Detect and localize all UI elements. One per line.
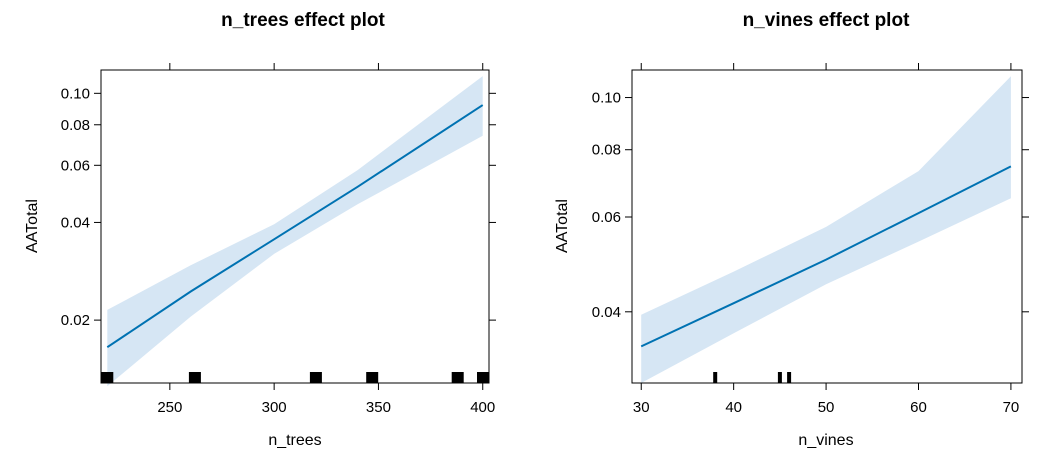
n-vines-fit-line (640, 165, 1012, 348)
n-trees-rug-mark (477, 372, 489, 383)
n-vines-rug-mark (787, 372, 792, 383)
n-vines-y-tick-label: 0.10 (592, 90, 621, 107)
n-trees-band-area (107, 76, 483, 387)
n-trees-rug-mark (366, 372, 379, 383)
n-trees-fit-line (106, 104, 484, 349)
n-trees-rug-mark (451, 372, 464, 383)
n-trees-x-tick-label: 300 (262, 399, 287, 416)
n-trees-ticks: 250 300 350 400 0.02 0.04 0.06 0.08 0.10 (61, 63, 496, 416)
n-trees-rug-mark (309, 372, 322, 383)
n-vines-rug-mark (713, 372, 718, 383)
n-trees-x-axis-label: n_trees (268, 432, 321, 449)
n-vines-effect-panel: n_vines effect plot 30 40 50 60 70 0.04 0.06 0.… (554, 10, 1029, 449)
n-vines-fit-polyline (640, 165, 1012, 348)
n-trees-rug (101, 372, 489, 383)
n-trees-y-tick-label: 0.02 (61, 312, 90, 329)
n-vines-x-axis-label: n_vines (798, 432, 853, 449)
n-trees-plot-frame (100, 69, 490, 384)
n-vines-x-tick-label: 30 (633, 399, 650, 416)
n-trees-x-tick-label: 400 (470, 399, 495, 416)
n-vines-rug-mark (777, 372, 782, 383)
n-trees-y-tick-label: 0.08 (61, 117, 90, 134)
n-trees-x-tick-label: 350 (366, 399, 391, 416)
n-vines-band-area (641, 76, 1011, 384)
n-vines-y-tick-label: 0.06 (592, 209, 621, 226)
n-trees-rug-mark (101, 372, 114, 383)
n-trees-x-tick-label: 250 (157, 399, 182, 416)
n-trees-y-axis-label: AATotal (24, 199, 41, 253)
n-trees-y-tick-label: 0.10 (61, 85, 90, 102)
n-vines-x-tick-label: 60 (910, 399, 927, 416)
n-trees-rug-mark (188, 372, 201, 383)
n-vines-x-tick-label: 40 (725, 399, 742, 416)
n-trees-chart-title: n_trees effect plot (221, 10, 385, 31)
n-trees-y-tick-label: 0.06 (61, 157, 90, 174)
n-vines-x-tick-label: 50 (818, 399, 835, 416)
n-vines-chart-title: n_vines effect plot (743, 10, 910, 31)
n-vines-x-tick-label: 70 (1003, 399, 1020, 416)
n-vines-y-tick-label: 0.04 (592, 304, 621, 321)
n-vines-y-tick-label: 0.08 (592, 142, 621, 159)
n-vines-plot-frame (631, 69, 1023, 384)
n-trees-confidence-band (107, 76, 483, 387)
n-trees-fit-polyline (106, 104, 484, 349)
n-trees-effect-panel: n_trees effect plot 250 300 350 400 0.02 0.04… (24, 10, 496, 449)
n-vines-confidence-band (641, 76, 1011, 384)
n-vines-ticks: 30 40 50 60 70 0.04 0.06 0.08 0.10 (592, 63, 1029, 416)
n-vines-y-axis-label: AATotal (554, 199, 571, 253)
n-trees-y-tick-label: 0.04 (61, 214, 90, 231)
n-vines-rug (713, 372, 792, 383)
